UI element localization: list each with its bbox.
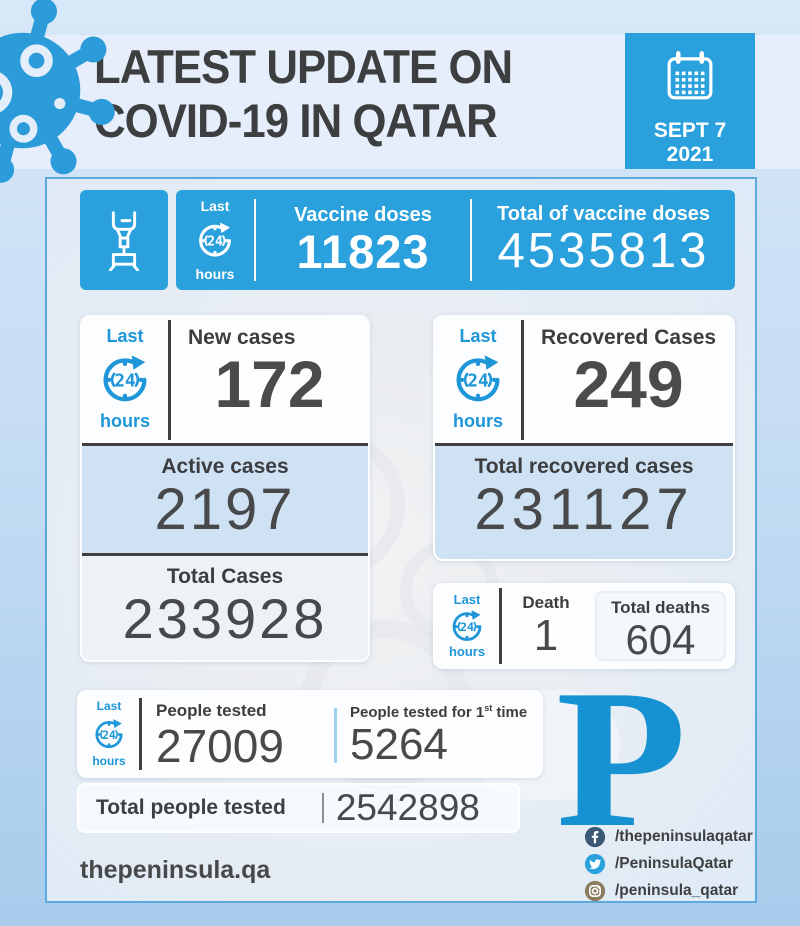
total-deaths-section: Total deaths 604	[595, 591, 726, 663]
last-24-hours: Last hours	[79, 692, 139, 776]
date-badge: SEPT 7 2021	[625, 33, 755, 169]
vaccine-total: Total of vaccine doses 4535813	[472, 197, 735, 283]
divider	[499, 588, 502, 664]
twitter-icon	[584, 853, 606, 875]
hours-label: hours	[99, 411, 150, 431]
divider	[139, 698, 142, 770]
hours-label: hours	[448, 644, 486, 659]
facebook-link[interactable]: /thepeninsulaqatar	[584, 826, 753, 848]
hours-label: hours	[452, 411, 503, 431]
divider	[521, 320, 524, 440]
last-24-hours-clock-icon	[195, 220, 235, 260]
page-title: LATEST UPDATE ON COVID-19 IN QATAR	[94, 40, 513, 148]
divider	[82, 553, 368, 556]
last-label: Last	[106, 326, 144, 346]
recovered-column: Last hours Recovered Cases 249 Total rec…	[433, 315, 735, 561]
divider	[82, 443, 368, 446]
twitter-link[interactable]: /PeninsulaQatar	[584, 853, 753, 875]
social-links: /thepeninsulaqatar /PeninsulaQatar /peni…	[584, 826, 753, 902]
calendar-icon	[661, 48, 719, 106]
total-recovered-section: Total recovered cases 231127	[435, 446, 733, 559]
vaccine-icon-box	[80, 190, 168, 290]
death-section: Death 1	[502, 585, 590, 667]
last-24-hours: Last hours	[176, 197, 254, 283]
vaccine-total-value: 4535813	[497, 223, 710, 278]
divider	[168, 320, 171, 440]
facebook-icon	[584, 826, 606, 848]
divider	[334, 708, 337, 763]
total-deaths-value: 604	[625, 616, 696, 663]
deaths-box: Last hours Death 1 Total deaths 604	[433, 583, 735, 669]
total-tested-box: Total people tested 2542898	[77, 783, 520, 833]
first-time-tested-value: 5264	[350, 720, 448, 769]
date-line-2: 2021	[666, 143, 714, 166]
last-24-hours-clock-icon	[451, 352, 505, 406]
people-tested-value: 27009	[156, 720, 284, 772]
last-label: Last	[200, 198, 230, 214]
last-24-hours: Last hours	[435, 585, 499, 667]
title-line-1: LATEST UPDATE ON	[94, 40, 513, 93]
last-24-hours: Last hours	[435, 317, 521, 443]
instagram-handle: /peninsula_qatar	[615, 882, 739, 899]
total-cases-section: Total Cases 233928	[82, 556, 368, 660]
last-24-hours-clock-icon	[98, 352, 152, 406]
active-cases-section: Active cases 2197	[82, 446, 368, 553]
instagram-icon	[584, 880, 606, 902]
website-url[interactable]: thepeninsula.qa	[80, 856, 271, 884]
people-tested-section: People tested 27009	[142, 692, 334, 776]
last-24-hours-clock-icon	[92, 717, 126, 751]
vaccine-total-label: Total of vaccine doses	[496, 202, 711, 225]
death-value: 1	[533, 611, 559, 660]
active-cases-label: Active cases	[161, 455, 289, 478]
total-tested-label: Total people tested	[96, 796, 286, 819]
divider	[435, 443, 733, 446]
vaccine-doses-value: 11823	[296, 224, 430, 278]
syringe-icon	[93, 200, 155, 280]
new-cases-section: Last hours New cases 172	[82, 317, 368, 443]
new-cases-label: New cases	[188, 326, 296, 349]
vaccine-doses-label: Vaccine doses	[294, 203, 432, 226]
last-label: Last	[459, 326, 497, 346]
twitter-handle: /PeninsulaQatar	[615, 855, 734, 872]
testing-box: Last hours People tested 27009 People te…	[77, 690, 543, 778]
divider	[321, 793, 324, 823]
hours-label: hours	[195, 266, 235, 282]
divider	[254, 199, 256, 281]
vaccine-doses: Vaccine doses 11823	[256, 197, 470, 283]
recovered-cases-value: 249	[573, 347, 684, 421]
people-tested-label: People tested	[156, 701, 267, 720]
last-24-hours: Last hours	[82, 317, 168, 443]
instagram-link[interactable]: /peninsula_qatar	[584, 880, 753, 902]
death-label: Death	[522, 593, 570, 612]
vaccine-stats-box: Last hours Vaccine doses 11823 Total of …	[176, 190, 735, 290]
virus-icon	[0, 0, 139, 193]
recovered-cases-label: Recovered Cases	[541, 326, 717, 349]
total-deaths-label: Total deaths	[611, 598, 710, 617]
total-tested-value: 2542898	[335, 787, 480, 828]
first-time-tested-label: People tested for 1st time	[350, 703, 528, 721]
facebook-handle: /thepeninsulaqatar	[615, 828, 753, 845]
total-cases-value: 233928	[122, 587, 328, 650]
peninsula-logo: P	[556, 649, 687, 868]
first-time-tested-section: People tested for 1st time 5264	[337, 692, 541, 776]
last-label: Last	[453, 592, 481, 607]
last-24-hours-clock-icon	[449, 608, 485, 644]
active-cases-value: 2197	[154, 477, 296, 542]
total-recovered-label: Total recovered cases	[474, 455, 694, 478]
new-cases-value: 172	[214, 347, 325, 421]
last-label: Last	[96, 699, 122, 713]
divider	[470, 199, 472, 281]
title-line-2: COVID-19 IN QATAR	[94, 94, 498, 147]
total-recovered-value: 231127	[474, 477, 694, 542]
total-cases-label: Total Cases	[166, 565, 284, 588]
date-line-1: SEPT 7	[653, 119, 727, 142]
hours-label: hours	[92, 754, 126, 768]
cases-column: Last hours New cases 172 Active cases 21…	[80, 315, 370, 662]
recovered-cases-section: Last hours Recovered Cases 249	[435, 317, 733, 443]
